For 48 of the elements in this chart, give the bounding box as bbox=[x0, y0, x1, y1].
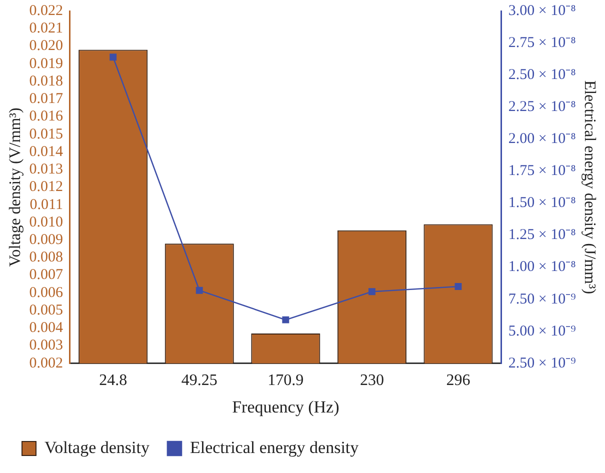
legend-label: Voltage density bbox=[44, 438, 150, 457]
y2-tick-label: 5.00 × 10⁻⁹ bbox=[508, 323, 576, 340]
y2-tick-label: 2.75 × 10⁻⁸ bbox=[508, 34, 576, 51]
y-tick-label: 0.003 bbox=[29, 338, 63, 354]
y-tick-label: 0.017 bbox=[29, 91, 64, 108]
x-tick-label: 170.9 bbox=[268, 372, 304, 390]
y-tick-label: 0.018 bbox=[29, 73, 63, 90]
y-tick-label: 0.013 bbox=[29, 162, 63, 178]
y-tick-label: 0.011 bbox=[30, 196, 63, 213]
y2-tick-label: 1.50 × 10⁻⁸ bbox=[508, 195, 576, 212]
y-tick-label: 0.014 bbox=[29, 144, 64, 160]
x-tick-label: 49.25 bbox=[181, 372, 218, 390]
y-tick-label: 0.016 bbox=[29, 108, 64, 125]
y-tick-label: 0.022 bbox=[29, 2, 63, 19]
y-tick-label: 0.002 bbox=[29, 355, 63, 372]
y2-tick-label: 7.50 × 10⁻⁹ bbox=[508, 291, 576, 308]
y-tick-label: 0.021 bbox=[29, 20, 63, 37]
y2-tick-label: 2.50 × 10⁻⁸ bbox=[508, 67, 576, 84]
y2-tick-label: 1.75 × 10⁻⁸ bbox=[508, 163, 576, 180]
y2-tick-label: 1.00 × 10⁻⁸ bbox=[508, 259, 576, 276]
point bbox=[196, 286, 203, 294]
x-axis-title: Frequency (Hz) bbox=[232, 397, 340, 416]
y-tick-label: 0.008 bbox=[29, 250, 63, 266]
y-tick-label: 0.004 bbox=[29, 320, 64, 336]
point bbox=[282, 316, 290, 324]
y-tick-label: 0.009 bbox=[29, 232, 63, 248]
y-tick-label: 0.010 bbox=[29, 214, 63, 230]
point bbox=[110, 54, 117, 61]
y2-tick-label: 3.00 × 10⁻⁸ bbox=[508, 2, 576, 19]
y-tick-label: 0.015 bbox=[29, 126, 63, 142]
legend-label: Electrical energy density bbox=[190, 438, 360, 457]
y2-tick-label: 2.25 × 10⁻⁸ bbox=[508, 99, 576, 116]
x-tick-label: 296 bbox=[446, 372, 470, 390]
point bbox=[368, 288, 376, 296]
y2-tick-label: 2.00 × 10⁻⁸ bbox=[508, 131, 576, 148]
y2-tick-label: 2.50 × 10⁻⁹ bbox=[508, 355, 576, 372]
y-tick-label: 0.005 bbox=[29, 302, 63, 318]
point bbox=[454, 283, 462, 290]
y-axis-title: Voltage density (V/mm³) bbox=[6, 108, 24, 267]
x-tick-label: 24.8 bbox=[99, 372, 128, 390]
y-tick-label: 0.019 bbox=[29, 56, 63, 72]
y-tick-label: 0.012 bbox=[29, 179, 63, 196]
y-tick-label: 0.007 bbox=[29, 267, 64, 284]
y-tick-label: 0.006 bbox=[29, 284, 64, 301]
y2-axis-title: Electrical energy density (J/mm³) bbox=[581, 80, 598, 294]
y2-tick-label: 1.25 × 10⁻⁸ bbox=[508, 227, 576, 244]
y-tick-label: 0.020 bbox=[29, 38, 63, 54]
x-tick-label: 230 bbox=[360, 372, 384, 390]
